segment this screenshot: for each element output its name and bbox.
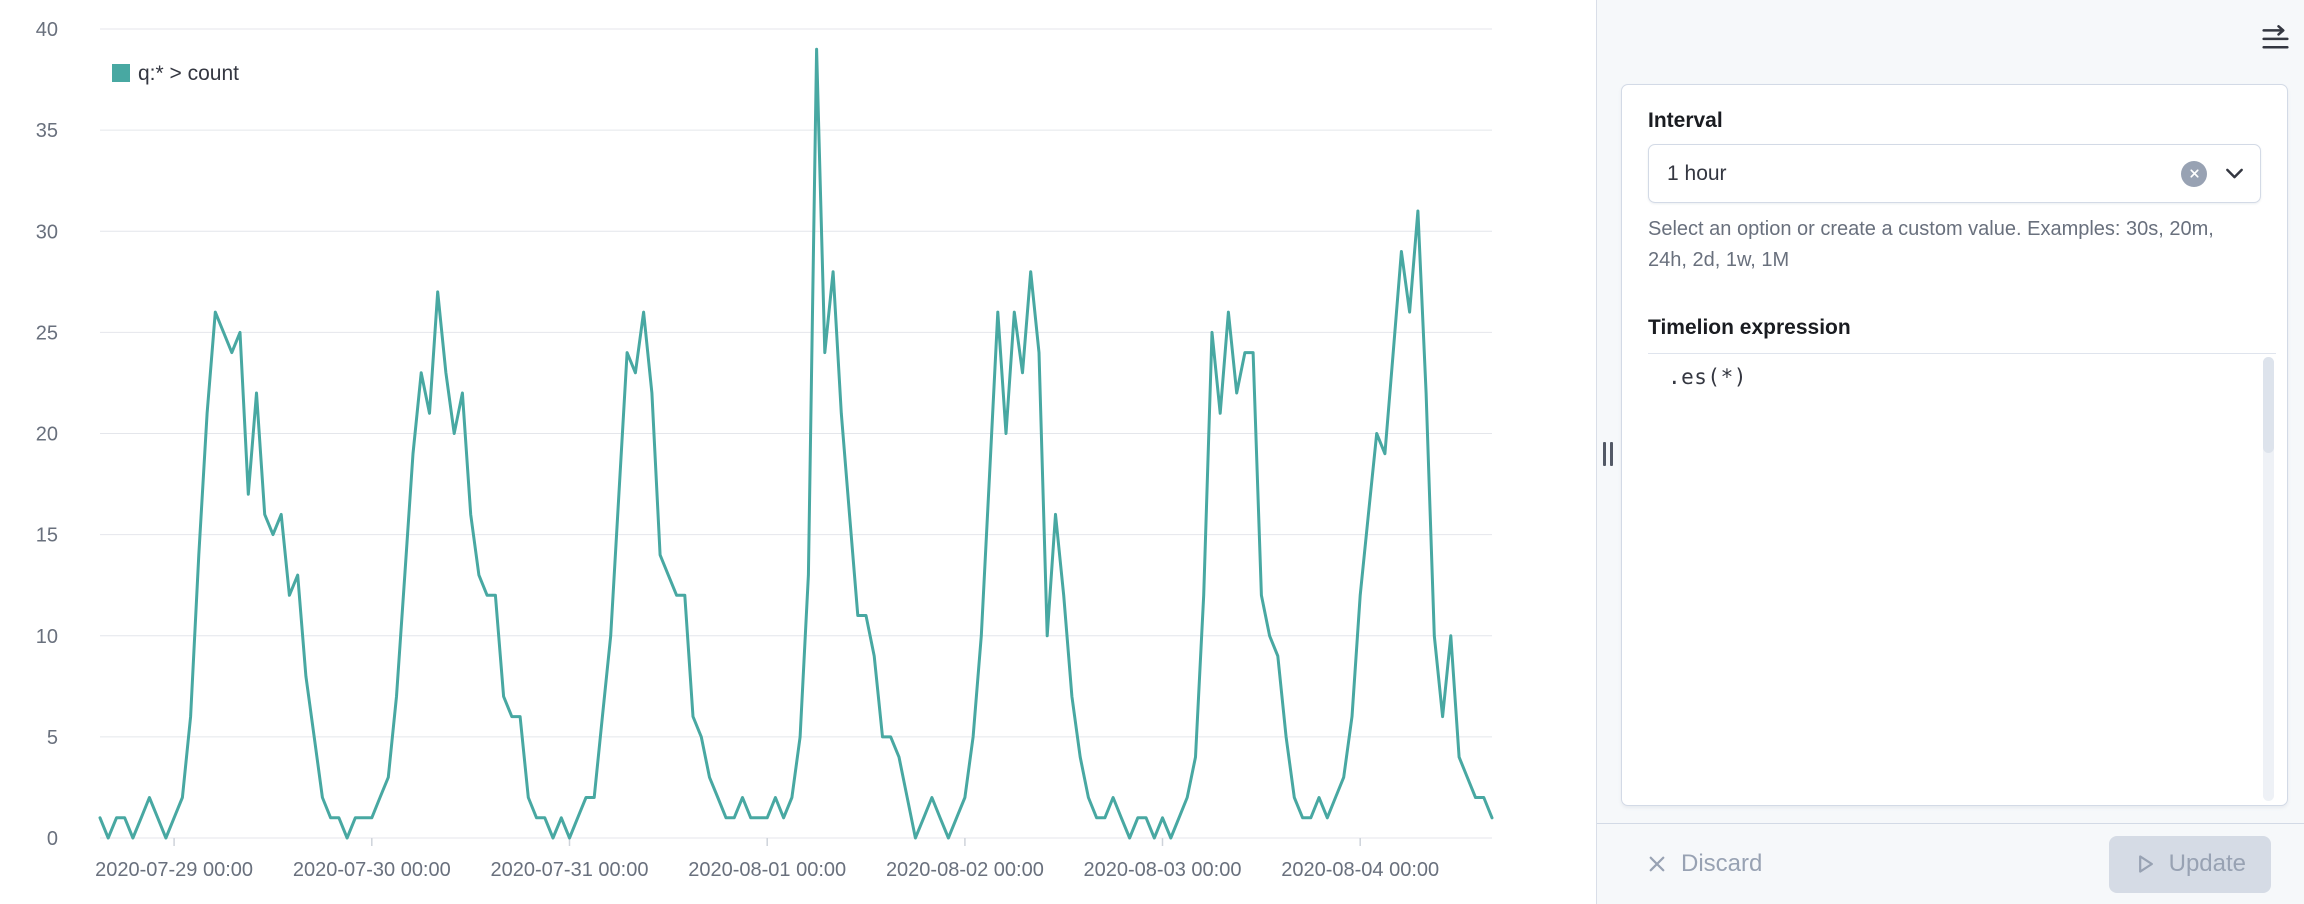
y-axis-labels: 0 5 10 15 20 25 30 35 40 bbox=[36, 19, 58, 850]
svg-text:15: 15 bbox=[36, 525, 58, 547]
svg-text:25: 25 bbox=[36, 322, 58, 344]
svg-text:2020-08-02 00:00: 2020-08-02 00:00 bbox=[886, 859, 1044, 881]
interval-label: Interval bbox=[1648, 109, 1723, 132]
interval-value: 1 hour bbox=[1667, 161, 1727, 185]
expression-value: .es(*) bbox=[1668, 365, 1747, 389]
menu-right-icon bbox=[2262, 24, 2289, 49]
svg-text:20: 20 bbox=[36, 424, 58, 446]
svg-text:2020-08-04 00:00: 2020-08-04 00:00 bbox=[1281, 859, 1439, 881]
resize-grip-bar bbox=[1603, 442, 1606, 466]
play-icon bbox=[2138, 855, 2153, 873]
gridlines bbox=[100, 28, 1492, 839]
editor-footer: Discard Update bbox=[1597, 823, 2304, 904]
clear-icon bbox=[2189, 169, 2199, 178]
svg-text:2020-08-03 00:00: 2020-08-03 00:00 bbox=[1084, 859, 1242, 881]
legend[interactable]: q:* > count bbox=[112, 62, 239, 85]
svg-text:5: 5 bbox=[47, 727, 58, 749]
update-button[interactable]: Update bbox=[2108, 835, 2271, 893]
discard-button[interactable]: Discard bbox=[1647, 850, 1762, 878]
clear-interval-button[interactable] bbox=[2181, 160, 2207, 187]
svg-text:2020-08-01 00:00: 2020-08-01 00:00 bbox=[688, 859, 846, 881]
svg-text:30: 30 bbox=[36, 221, 58, 243]
expression-label: Timelion expression bbox=[1648, 316, 1851, 339]
interval-help-text: Select an option or create a custom valu… bbox=[1648, 218, 2214, 271]
svg-text:35: 35 bbox=[36, 120, 58, 142]
x-axis-ticks bbox=[173, 838, 1361, 846]
collapse-panel-button[interactable] bbox=[2256, 18, 2296, 58]
panel-resize-handle[interactable] bbox=[1599, 441, 1617, 467]
editor-scrollbar[interactable] bbox=[2263, 357, 2274, 801]
timelion-expression-editor[interactable]: .es(*) bbox=[1648, 353, 2276, 805]
close-icon bbox=[1649, 856, 1665, 872]
legend-label: q:* > count bbox=[138, 62, 239, 85]
svg-text:10: 10 bbox=[36, 626, 58, 648]
x-axis-labels: 2020-07-29 00:00 2020-07-30 00:00 2020-07-… bbox=[95, 859, 1439, 881]
svg-text:0: 0 bbox=[47, 828, 58, 850]
resize-grip-bar bbox=[1610, 442, 1613, 466]
svg-text:40: 40 bbox=[36, 19, 58, 41]
update-label: Update bbox=[2168, 850, 2246, 877]
svg-text:2020-07-29 00:00: 2020-07-29 00:00 bbox=[95, 859, 253, 881]
editor-sidebar: Interval 1 hour Select an option or crea… bbox=[1596, 0, 2304, 904]
combobox-icons bbox=[2181, 160, 2246, 187]
editor-card: Interval 1 hour Select an option or crea… bbox=[1621, 84, 2288, 806]
interval-combobox[interactable]: 1 hour bbox=[1648, 144, 2261, 203]
series-line[interactable] bbox=[98, 47, 1494, 840]
svg-text:2020-07-30 00:00: 2020-07-30 00:00 bbox=[293, 859, 451, 881]
discard-label: Discard bbox=[1681, 850, 1763, 877]
chart-panel[interactable]: 0 5 10 15 20 25 30 35 40 2020-07-29 00:00 2020-07-… bbox=[0, 0, 1596, 904]
legend-swatch bbox=[112, 64, 130, 82]
chevron-down-icon[interactable] bbox=[2223, 162, 2246, 185]
svg-text:2020-07-31 00:00: 2020-07-31 00:00 bbox=[491, 859, 649, 881]
